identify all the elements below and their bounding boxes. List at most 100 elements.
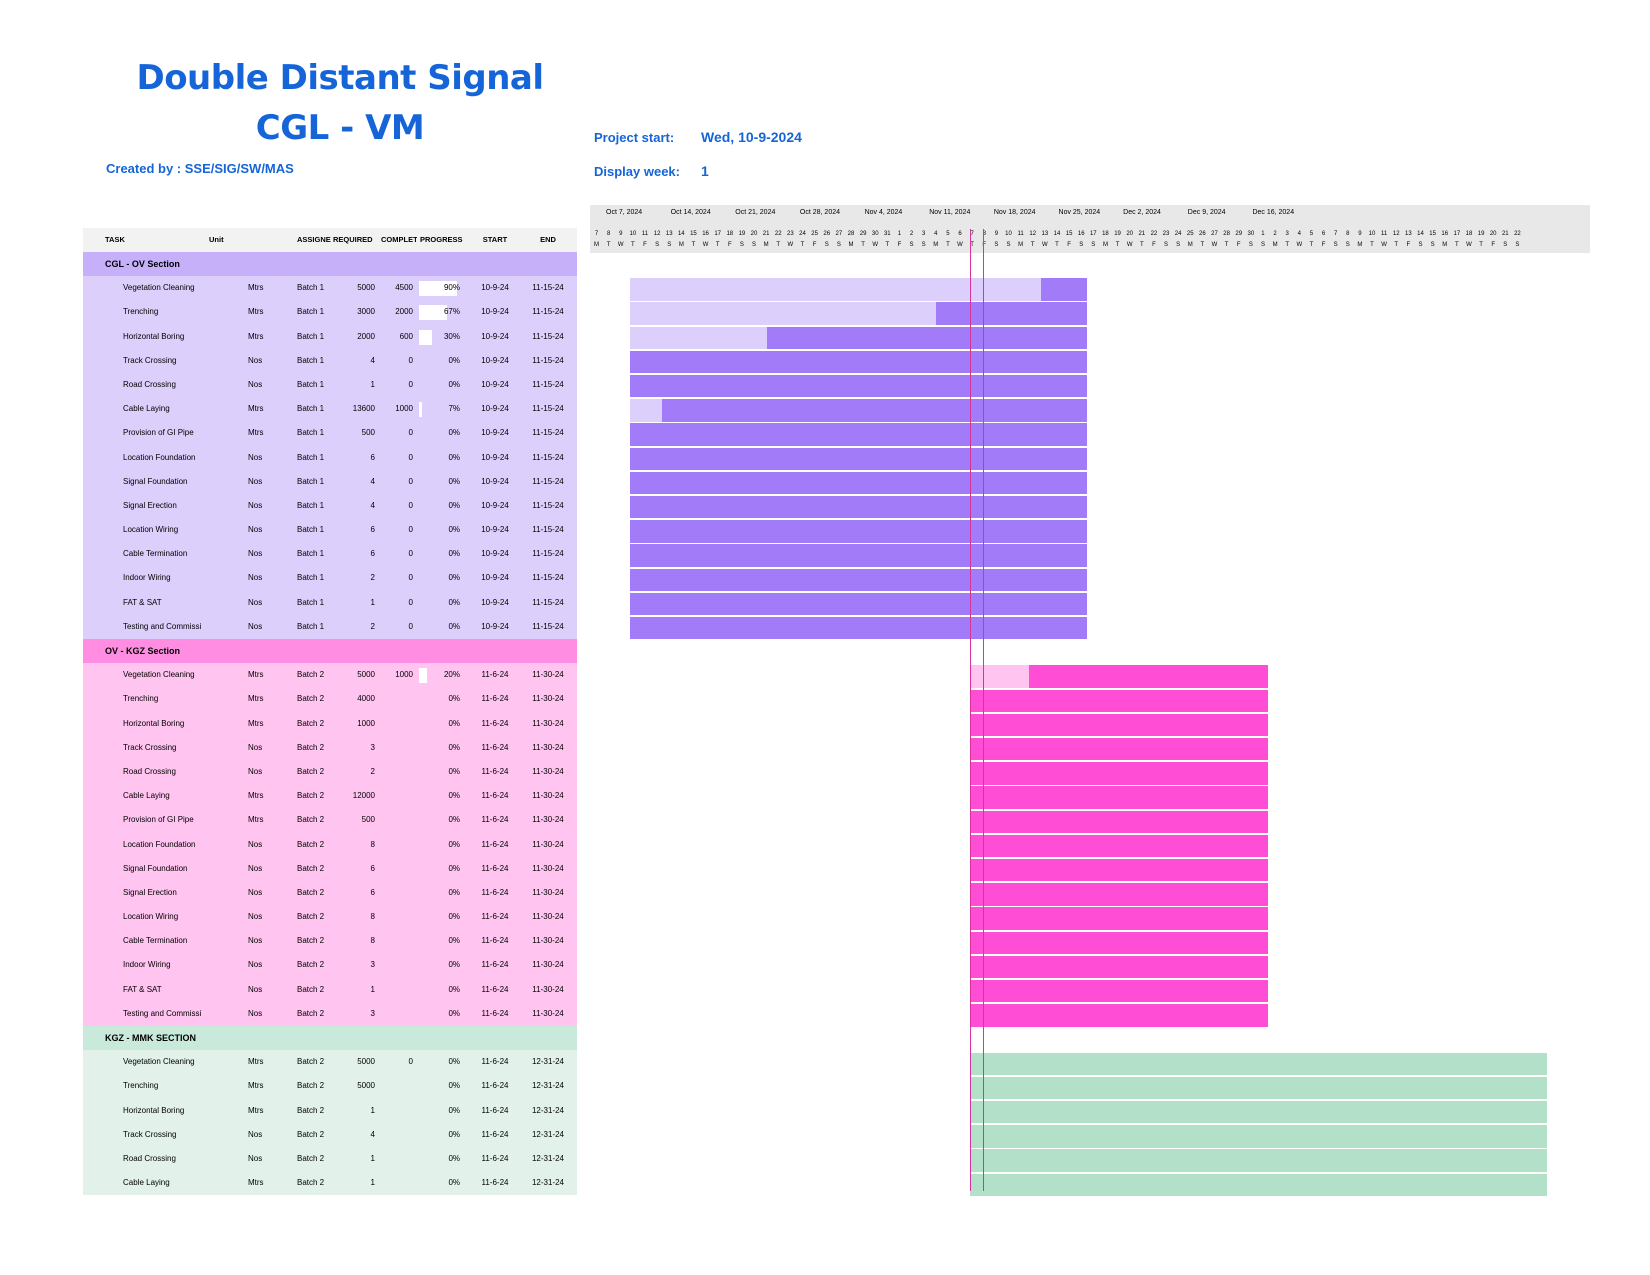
table-row[interactable]: Cable Termination Nos Batch 1 6 0 0% 10-9-24 11…	[83, 542, 577, 567]
table-row[interactable]: Vegetation Cleaning Mtrs Batch 2 5000 1000 20…	[83, 663, 577, 688]
week-label: Dec 2, 2024	[1123, 209, 1161, 216]
task-start: 11-6-24	[481, 984, 509, 994]
gantt-bar[interactable]	[969, 883, 1269, 906]
task-assigned: Batch 1	[297, 549, 325, 559]
gantt-bar[interactable]	[969, 1076, 1548, 1100]
task-assigned: Batch 1	[297, 283, 325, 293]
gantt-bar[interactable]	[630, 375, 1087, 398]
table-row[interactable]: FAT & SAT Nos Batch 2 1 0% 11-6-24 11-30-24	[83, 977, 577, 1002]
day-letter: M	[594, 242, 599, 248]
week-label: Oct 7, 2024	[606, 209, 643, 216]
table-row[interactable]: Signal Foundation Nos Batch 2 6 0% 11-6-24 11-…	[83, 856, 577, 881]
week-label: Nov 4, 2024	[864, 209, 903, 216]
gantt-bar[interactable]	[969, 931, 1269, 954]
day-letter: T	[1200, 242, 1205, 248]
gantt-bar[interactable]	[969, 907, 1269, 930]
table-row[interactable]: Testing and Commissi Nos Batch 1 2 0 0% 10-9-2…	[83, 614, 577, 639]
table-row[interactable]: Road Crossing Nos Batch 2 1 0% 11-6-24 12-31-2…	[83, 1146, 577, 1172]
day-number: 12	[1029, 231, 1037, 237]
table-row[interactable]: Location Wiring Nos Batch 2 8 0% 11-6-24 11-30…	[83, 905, 577, 930]
table-row[interactable]: Cable Termination Nos Batch 2 8 0% 11-6-24 11-…	[83, 929, 577, 954]
table-row[interactable]: Trenching Mtrs Batch 2 4000 0% 11-6-24 11-30-2…	[83, 687, 577, 712]
gantt-bar[interactable]	[969, 786, 1269, 809]
gantt-bar[interactable]	[630, 568, 1087, 591]
gantt-bar[interactable]	[630, 520, 1087, 543]
table-row[interactable]: Signal Erection Nos Batch 1 4 0 0% 10-9-24 11-1…	[83, 493, 577, 519]
table-row[interactable]: Indoor Wiring Nos Batch 1 2 0 0% 10-9-24 11-15-…	[83, 566, 577, 591]
table-row[interactable]: Cable Laying Mtrs Batch 1 13600 1000 7% 10-9-2…	[83, 397, 577, 422]
table-row[interactable]: Road Crossing Nos Batch 2 2 0% 11-6-24 11-30-2…	[83, 759, 577, 785]
gantt-bar[interactable]	[969, 1125, 1548, 1148]
table-row[interactable]: Trenching Mtrs Batch 1 3000 2000 67% 10-9-24 11…	[83, 300, 577, 325]
gantt-bar[interactable]	[630, 592, 1087, 616]
gantt-bar[interactable]	[969, 665, 1269, 688]
task-progress: 0%	[448, 428, 460, 438]
gantt-bar[interactable]	[969, 810, 1269, 833]
table-row[interactable]: Road Crossing Nos Batch 1 1 0 0% 10-9-24 11-15-…	[83, 372, 577, 398]
day-number: 3	[922, 231, 926, 237]
gantt-bar[interactable]	[630, 302, 1087, 325]
gantt-bar[interactable]	[630, 544, 1087, 567]
gantt-bar[interactable]	[630, 496, 1087, 519]
display-week-value[interactable]: 1	[701, 163, 709, 179]
table-row[interactable]: FAT & SAT Nos Batch 1 1 0 0% 10-9-24 11-15-24	[83, 590, 577, 615]
table-row[interactable]: Provision of GI Pipe Mtrs Batch 2 500 0% 11-6…	[83, 808, 577, 833]
gantt-bar[interactable]	[630, 326, 1087, 349]
gantt-bar[interactable]	[969, 1173, 1548, 1196]
table-row[interactable]: Horizontal Boring Mtrs Batch 2 1000 0% 11-6-2…	[83, 711, 577, 736]
table-row[interactable]: Cable Laying Mtrs Batch 2 12000 0% 11-6-24 11-…	[83, 784, 577, 809]
task-name: Road Crossing	[123, 766, 176, 776]
day-letter: M	[933, 242, 939, 248]
task-start: 11-6-24	[481, 1081, 509, 1091]
gantt-bar[interactable]	[630, 350, 1087, 374]
gantt-bar[interactable]	[969, 1052, 1548, 1075]
gantt-bar[interactable]	[630, 447, 1087, 470]
task-end: 11-15-24	[532, 621, 564, 631]
day-number: 28	[1223, 231, 1230, 237]
project-start-value[interactable]: Wed, 10-9-2024	[701, 129, 802, 145]
table-row[interactable]: Cable Laying Mtrs Batch 2 1 0% 11-6-24 12-31-2…	[83, 1171, 577, 1196]
table-row[interactable]: Vegetation Cleaning Mtrs Batch 1 5000 4500 90…	[83, 276, 577, 301]
table-row[interactable]: Vegetation Cleaning Mtrs Batch 2 5000 0 0% 11-…	[83, 1050, 577, 1075]
gantt-bar[interactable]	[969, 980, 1269, 1003]
table-row[interactable]: Track Crossing Nos Batch 2 4 0% 11-6-24 12-31-…	[83, 1122, 577, 1147]
day-number: 18	[1465, 231, 1473, 237]
gantt-bar[interactable]	[969, 762, 1269, 785]
gantt-bar[interactable]	[969, 713, 1269, 737]
table-row[interactable]: Horizontal Boring Mtrs Batch 2 1 0% 11-6-24 12…	[83, 1098, 577, 1123]
table-row[interactable]: Track Crossing Nos Batch 2 3 0% 11-6-24 11-30-…	[83, 735, 577, 760]
day-number: 19	[1114, 231, 1121, 237]
table-row[interactable]: Signal Erection Nos Batch 2 6 0% 11-6-24 11-30…	[83, 880, 577, 906]
gantt-bar[interactable]	[969, 859, 1269, 882]
gantt-bar[interactable]	[969, 1149, 1548, 1172]
table-row[interactable]: Horizontal Boring Mtrs Batch 1 2000 600 30% 10…	[83, 324, 577, 349]
gantt-bar[interactable]	[969, 689, 1269, 712]
table-row[interactable]: Indoor Wiring Nos Batch 2 3 0% 11-6-24 11-30-2…	[83, 953, 577, 978]
task-progress: 0%	[448, 597, 460, 607]
task-assigned: Batch 1	[297, 621, 325, 631]
gantt-bar[interactable]	[969, 834, 1269, 858]
gantt-bar[interactable]	[630, 617, 1087, 640]
gantt-bar[interactable]	[969, 1101, 1548, 1124]
gantt-bar[interactable]	[630, 278, 1087, 301]
table-row[interactable]: Location Foundation Nos Batch 1 6 0 0% 10-9-24…	[83, 445, 577, 470]
gantt-bar[interactable]	[630, 423, 1087, 446]
table-row[interactable]: Testing and Commissi Nos Batch 2 3 0% 11-6-24…	[83, 1001, 577, 1026]
day-number: 20	[1489, 231, 1497, 237]
table-row[interactable]: Location Foundation Nos Batch 2 8 0% 11-6-24 1…	[83, 832, 577, 857]
table-row[interactable]: Provision of GI Pipe Mtrs Batch 1 500 0 0% 10-…	[83, 421, 577, 446]
table-row[interactable]: Signal Foundation Nos Batch 1 4 0 0% 10-9-24 11…	[83, 469, 577, 494]
table-row[interactable]: Location Wiring Nos Batch 1 6 0 0% 10-9-24 11-1…	[83, 518, 577, 543]
table-row[interactable]: Track Crossing Nos Batch 1 4 0 0% 10-9-24 11-15…	[83, 348, 577, 373]
gantt-bar[interactable]	[630, 399, 1087, 422]
gantt-bar[interactable]	[969, 738, 1269, 761]
task-unit: Nos	[248, 597, 263, 607]
table-row[interactable]: Trenching Mtrs Batch 2 5000 0% 11-6-24 12-31-2…	[83, 1074, 577, 1099]
gantt-bar[interactable]	[969, 955, 1269, 979]
week-label: Dec 16, 2024	[1252, 209, 1295, 216]
task-assigned: Batch 1	[297, 573, 325, 583]
gantt-bar[interactable]	[969, 1004, 1269, 1027]
gantt-bar[interactable]	[630, 471, 1087, 495]
task-name: Road Crossing	[123, 379, 176, 389]
day-number: 22	[774, 231, 782, 237]
